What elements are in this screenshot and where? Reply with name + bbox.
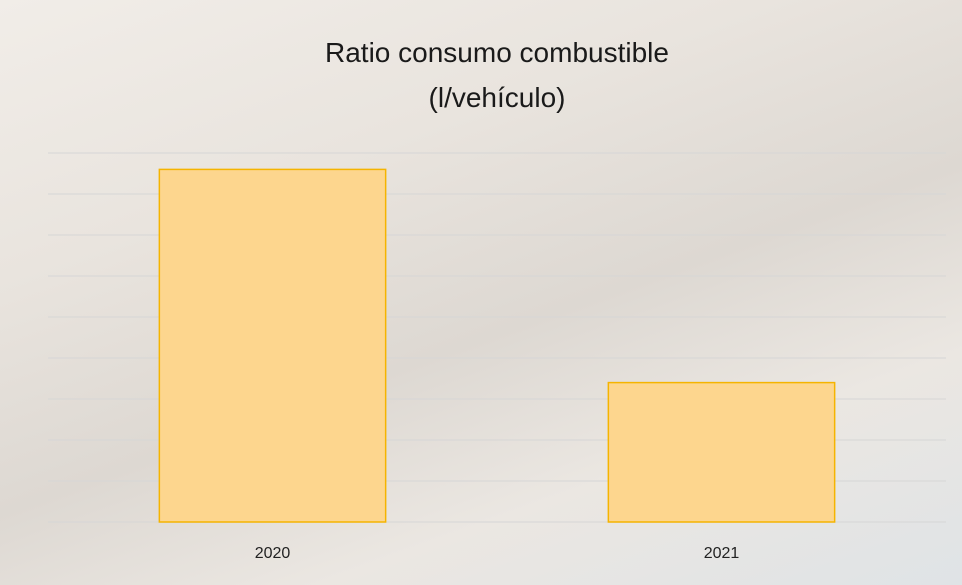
x-tick-label: 2020 [255, 545, 291, 562]
bar [159, 169, 385, 522]
x-tick-label: 2021 [704, 545, 740, 562]
bar [608, 383, 834, 522]
chart: 2020 2021 [0, 0, 962, 585]
page: Ratio consumo combustible (l/vehículo) 2… [0, 0, 962, 585]
